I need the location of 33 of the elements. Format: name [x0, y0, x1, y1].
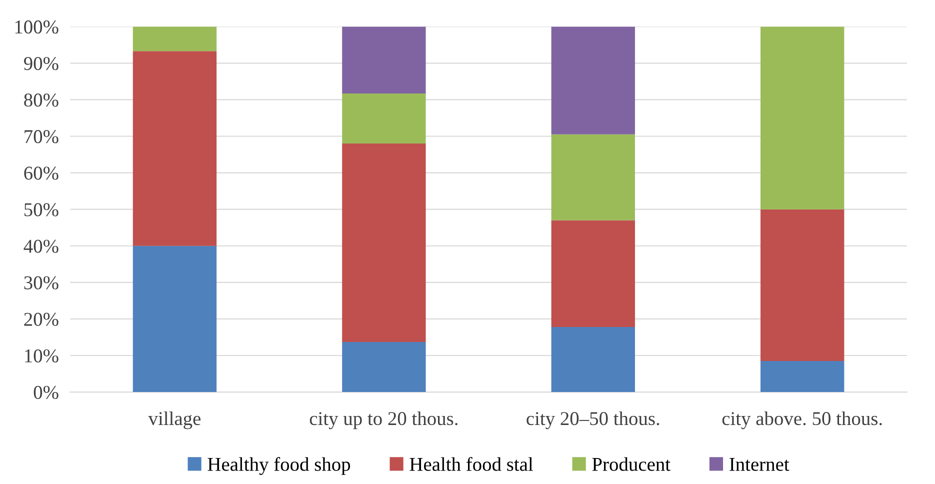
bar — [342, 93, 426, 144]
legend-label: Healthy food shop — [208, 457, 350, 475]
y-tick-label: 70% — [24, 130, 58, 144]
y-tick-label: 60% — [24, 166, 58, 180]
bar — [551, 220, 635, 327]
legend-label: Internet — [730, 458, 790, 471]
bar — [760, 360, 844, 392]
y-tick-label: 0% — [34, 386, 58, 400]
bar — [551, 26, 635, 134]
x-tick-label: city above. 50 thous. — [722, 411, 882, 430]
legend-label: Producent — [592, 457, 670, 471]
bar — [342, 26, 426, 94]
bar — [760, 26, 844, 210]
x-tick-label: city up to 20 thous. — [310, 411, 458, 430]
y-tick-label: 40% — [24, 240, 58, 253]
bar — [551, 326, 635, 392]
bar — [342, 144, 426, 342]
y-tick-label: 10% — [25, 349, 58, 362]
legend-label: Health food stal — [410, 457, 533, 471]
x-tick-label: city 20–50 thous. — [526, 411, 660, 430]
y-tick-label: 50% — [24, 203, 58, 216]
y-tick-label: 100% — [15, 20, 58, 34]
bar — [132, 26, 217, 52]
x-tick-label: village — [148, 411, 201, 430]
y-tick-label: 90% — [24, 56, 58, 70]
bar — [551, 134, 635, 220]
bar — [342, 342, 426, 392]
bar — [132, 51, 217, 246]
bar — [760, 209, 844, 361]
y-tick-label: 20% — [24, 312, 58, 326]
y-tick-label: 80% — [24, 94, 58, 107]
bar — [132, 246, 217, 392]
y-tick-label: 30% — [24, 276, 58, 290]
